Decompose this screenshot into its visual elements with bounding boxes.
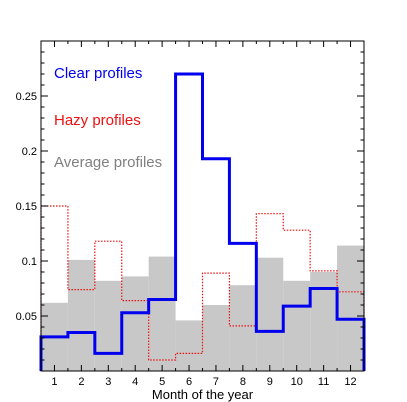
legend-average-profiles: Average profiles — [54, 154, 162, 171]
hazy-profiles-series — [40, 205, 365, 371]
legend: Clear profiles Hazy profiles Average pro… — [54, 65, 162, 171]
x-tick-label: 4 — [132, 376, 138, 388]
x-tick-label: 2 — [78, 376, 84, 388]
x-tick-label: 9 — [267, 376, 273, 388]
average-profiles-bar — [121, 276, 149, 371]
x-tick-label: 3 — [105, 376, 111, 388]
x-tick-label: 1 — [51, 376, 57, 388]
clear-profiles-step-line — [39, 72, 366, 371]
average-profiles-bar — [337, 245, 364, 371]
y-tick-label: 0.15 — [16, 201, 37, 213]
x-tick-label: 12 — [344, 376, 356, 388]
average-profiles-series — [41, 245, 364, 371]
average-profiles-bar — [202, 305, 230, 371]
legend-clear-profiles: Clear profiles — [54, 65, 142, 82]
y-tick-label: 0.25 — [16, 91, 37, 103]
x-tick-label: 6 — [186, 376, 192, 388]
legend-hazy-profiles: Hazy profiles — [54, 112, 141, 129]
clear-profiles-series — [39, 72, 366, 371]
hazy-profiles-step-line — [40, 205, 365, 371]
average-profiles-bar — [283, 280, 311, 371]
average-profiles-bar — [94, 280, 122, 371]
average-profiles-bar — [256, 257, 284, 371]
y-tick-label: 0.1 — [22, 256, 37, 268]
average-profiles-bar — [148, 256, 176, 371]
x-tick-label: 10 — [291, 376, 303, 388]
average-profiles-bar — [67, 259, 95, 371]
y-tick-label: 0.05 — [16, 311, 37, 323]
axis-ticks: 0.050.10.150.20.251 2 3 4 5 6 7 8 9 10 11 12 — [16, 41, 364, 388]
x-tick-label: 11 — [318, 376, 329, 388]
x-tick-label: 8 — [240, 376, 246, 388]
y-tick-label: 0.2 — [22, 146, 37, 158]
average-profiles-bar — [229, 285, 257, 371]
x-tick-label: 7 — [213, 376, 219, 388]
x-axis-title: Month of the year — [152, 387, 254, 402]
average-profiles-bar — [175, 320, 203, 371]
average-profiles-bar — [310, 272, 338, 371]
x-tick-label: 5 — [159, 376, 165, 388]
